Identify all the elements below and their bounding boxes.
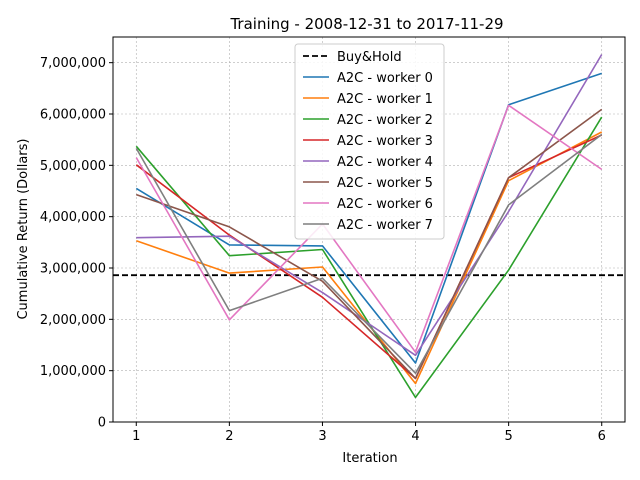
- legend-label: A2C - worker 2: [337, 113, 433, 128]
- series-layer: [135, 54, 603, 399]
- y-tick-label: 1,000,000: [40, 364, 106, 379]
- chart-title: Training - 2008-12-31 to 2017-11-29: [229, 15, 503, 33]
- x-tick-label: 2: [225, 429, 233, 444]
- x-axis-label: Iteration: [342, 451, 397, 466]
- legend-label: A2C - worker 5: [337, 176, 433, 191]
- legend-label: A2C - worker 3: [337, 134, 433, 149]
- y-tick-label: 2,000,000: [40, 313, 106, 328]
- y-axis: 0 1,000,000 2,000,000 3,000,000 4,000,000 5,0…: [40, 56, 113, 431]
- legend-box: [294, 43, 445, 240]
- legend-label: A2C - worker 7: [337, 218, 433, 233]
- legend: Buy&Hold A2C - worker 0 A2C - worker 1 A2C …: [294, 43, 445, 240]
- x-tick-label: 5: [504, 429, 512, 444]
- series-line-worker-6: [135, 104, 603, 354]
- y-tick-label: 3,000,000: [40, 262, 106, 277]
- y-tick-label: 4,000,000: [40, 210, 106, 225]
- y-axis-label: Cumulative Return (Dollars): [16, 138, 31, 319]
- x-tick-label: 6: [598, 429, 606, 444]
- legend-label: A2C - worker 6: [337, 197, 433, 212]
- plot-frame: [112, 36, 626, 423]
- legend-label: Buy&Hold: [337, 50, 402, 65]
- y-tick-label: 5,000,000: [40, 159, 106, 174]
- x-tick-label: 3: [318, 429, 326, 444]
- legend-label: A2C - worker 4: [337, 155, 433, 170]
- y-tick-label: 6,000,000: [40, 108, 106, 123]
- series-line-worker-5: [136, 108, 603, 380]
- y-tick-label: 0: [98, 416, 106, 431]
- series-line-worker-4: [136, 54, 603, 357]
- x-tick-label: 1: [132, 429, 140, 444]
- series-line-worker-7: [135, 133, 603, 375]
- x-tick-label: 4: [411, 429, 419, 444]
- legend-label: A2C - worker 0: [337, 71, 433, 86]
- y-tick-label: 7,000,000: [40, 56, 106, 71]
- series-line-worker-0: [135, 72, 602, 364]
- legend-label: A2C - worker 1: [337, 92, 433, 107]
- series-line-worker-3: [135, 134, 603, 380]
- x-axis: 1 2 3 4 5 6: [132, 422, 606, 444]
